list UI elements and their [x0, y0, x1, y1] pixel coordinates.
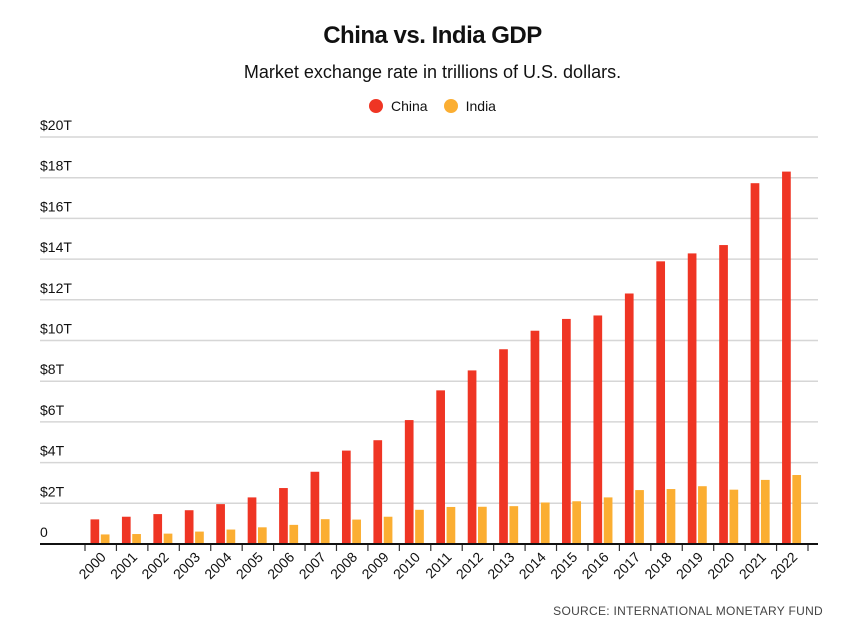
x-tick-label: 2004: [201, 549, 234, 582]
x-tick-label: 2011: [422, 549, 455, 582]
x-tick-label: 2005: [233, 549, 266, 582]
bar-india: [415, 509, 424, 544]
bar-china: [184, 510, 194, 544]
bar-china: [404, 420, 414, 544]
bar-india: [352, 519, 361, 544]
bar-india: [383, 516, 393, 544]
y-tick-label: $6T: [40, 402, 65, 418]
bar-india: [666, 489, 676, 544]
bar-china: [624, 293, 634, 544]
bar-china: [750, 183, 760, 544]
y-tick-label: $16T: [40, 198, 72, 214]
bar-china: [247, 497, 257, 544]
bar-india: [226, 529, 236, 544]
bar-china: [593, 315, 603, 544]
bar-india: [760, 479, 770, 544]
legend-label-india: India: [465, 98, 496, 114]
chart-subtitle: Market exchange rate in trillions of U.S…: [243, 62, 622, 82]
y-tick-label: $12T: [40, 280, 72, 296]
bar-china: [153, 514, 163, 544]
bar-china: [216, 504, 225, 544]
x-tick-label: 2021: [736, 549, 769, 582]
bar-china: [467, 370, 477, 544]
bar-india: [509, 506, 519, 544]
y-tick-label: $8T: [40, 361, 65, 377]
y-tick-label: 0: [40, 524, 48, 540]
bar-china: [341, 450, 351, 544]
x-tick-label: 2008: [327, 549, 360, 582]
bar-china: [373, 440, 383, 544]
bar-india: [540, 502, 550, 544]
y-tick-label: $10T: [40, 321, 72, 337]
x-tick-label: 2018: [641, 549, 674, 582]
x-tick-label: 2014: [516, 549, 549, 582]
x-tick-label: 2017: [610, 549, 643, 582]
bar-china: [499, 349, 508, 544]
y-tick-label: $2T: [40, 483, 65, 499]
bar-china: [121, 516, 131, 544]
bar-india: [698, 486, 707, 544]
bar-china: [90, 519, 100, 544]
bar-china: [562, 318, 571, 544]
x-tick-label: 2003: [170, 549, 203, 582]
x-tick-label: 2013: [484, 549, 517, 582]
x-tick-label: 2000: [75, 549, 108, 582]
bar-india: [603, 497, 613, 544]
legend-item-china: China: [369, 98, 428, 114]
legend-item-india: India: [443, 98, 496, 114]
bar-china: [310, 471, 320, 544]
bar-india: [320, 519, 330, 544]
x-tick-label: 2010: [390, 549, 423, 582]
x-tick-label: 2007: [296, 549, 329, 582]
x-tick-label: 2020: [704, 549, 737, 582]
legend: China India: [0, 98, 865, 114]
x-tick-label: 2022: [767, 549, 800, 582]
bar-china: [530, 330, 540, 544]
bar-india: [478, 506, 487, 544]
x-tick-label: 2016: [578, 549, 611, 582]
x-tick-label: 2009: [358, 549, 391, 582]
bar-china: [687, 253, 697, 545]
y-tick-label: $14T: [40, 239, 72, 255]
bar-china: [436, 390, 445, 544]
x-tick-label: 2002: [138, 549, 171, 582]
bar-india: [729, 489, 739, 544]
bar-india: [289, 524, 299, 544]
bar-india: [257, 527, 267, 544]
bar-india: [792, 475, 802, 544]
y-tick-label: $4T: [40, 443, 65, 459]
bar-china: [782, 171, 791, 544]
x-tick-label: 2001: [107, 549, 140, 582]
bar-india: [100, 534, 110, 544]
legend-swatch-india: [443, 99, 458, 113]
chart-title: China vs. India GDP: [323, 22, 542, 49]
y-tick-label: $20T: [40, 117, 72, 133]
bar-india: [132, 534, 141, 544]
bar-india: [195, 531, 204, 544]
bar-china: [656, 261, 666, 544]
legend-swatch-china: [369, 99, 384, 113]
source-note: SOURCE: INTERNATIONAL MONETARY FUND: [553, 604, 823, 618]
bar-india: [446, 506, 456, 544]
x-tick-label: 2012: [453, 549, 486, 582]
bar-india: [635, 490, 644, 544]
x-tick-label: 2006: [264, 549, 297, 582]
y-tick-label: $18T: [40, 158, 72, 174]
bar-china: [279, 488, 288, 544]
bar-india: [163, 533, 173, 544]
bar-china: [719, 245, 728, 544]
x-tick-label: 2015: [547, 549, 580, 582]
x-tick-label: 2019: [673, 549, 706, 582]
bar-india: [572, 501, 582, 544]
legend-label-china: China: [391, 98, 428, 114]
